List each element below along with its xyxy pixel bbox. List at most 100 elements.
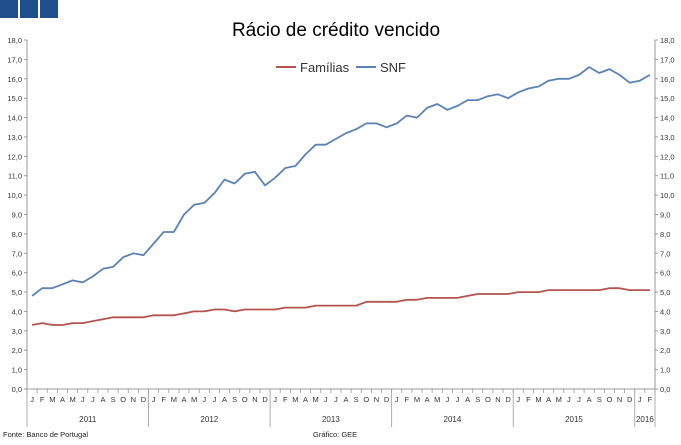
x-month-label: A — [100, 395, 105, 404]
x-month-label: J — [567, 395, 571, 404]
x-month-label: J — [273, 395, 277, 404]
x-month-label: M — [535, 395, 541, 404]
y-tick-label-right: 4,0 — [660, 307, 670, 316]
x-month-label: J — [334, 395, 338, 404]
x-month-label: O — [120, 395, 126, 404]
y-tick-label-left: 4,0 — [12, 307, 22, 316]
x-month-label: O — [485, 395, 491, 404]
x-month-label: J — [202, 395, 206, 404]
x-month-label: N — [617, 395, 622, 404]
y-tick-label-left: 18,0 — [7, 36, 22, 45]
x-month-label: J — [638, 395, 642, 404]
legend-label-snf: SNF — [380, 60, 406, 75]
y-tick-label-right: 12,0 — [660, 152, 675, 161]
x-month-label: F — [526, 395, 531, 404]
y-tick-label-left: 5,0 — [12, 288, 22, 297]
y-tick-label-right: 14,0 — [660, 114, 675, 123]
x-month-label: M — [292, 395, 298, 404]
x-month-label: M — [556, 395, 562, 404]
x-month-label: N — [252, 395, 257, 404]
y-tick-label-left: 9,0 — [12, 211, 22, 220]
x-month-label: J — [152, 395, 156, 404]
y-tick-label-left: 1,0 — [12, 366, 22, 375]
y-tick-label-right: 5,0 — [660, 288, 670, 297]
y-tick-label-left: 2,0 — [12, 346, 22, 355]
logo-square-2 — [20, 0, 38, 18]
x-month-label: F — [283, 395, 288, 404]
y-tick-label-right: 10,0 — [660, 191, 675, 200]
x-year-label: 2016 — [636, 415, 654, 424]
x-month-label: N — [374, 395, 379, 404]
x-month-label: S — [475, 395, 480, 404]
y-tick-label-right: 6,0 — [660, 269, 670, 278]
x-month-label: M — [414, 395, 420, 404]
y-tick-label-left: 7,0 — [12, 249, 22, 258]
x-month-label: F — [648, 395, 653, 404]
x-month-label: A — [546, 395, 551, 404]
y-tick-label-right: 11,0 — [660, 172, 674, 181]
x-month-label: J — [395, 395, 399, 404]
x-month-label: D — [384, 395, 390, 404]
x-month-label: S — [232, 395, 237, 404]
y-tick-label-left: 10,0 — [7, 191, 22, 200]
y-tick-label-right: 16,0 — [660, 75, 675, 84]
series-line-familias — [31, 287, 650, 326]
y-tick-label-right: 0,0 — [660, 385, 670, 394]
x-year-label: 2015 — [565, 415, 583, 424]
x-month-label: M — [313, 395, 319, 404]
x-month-label: O — [242, 395, 248, 404]
x-month-label: A — [60, 395, 65, 404]
x-month-label: A — [587, 395, 592, 404]
credit-ratio-chart: Rácio de crédito vencido Famílias SNF 0,… — [7, 20, 675, 427]
x-year-label: 2012 — [200, 415, 218, 424]
x-month-label: M — [69, 395, 75, 404]
y-tick-label-left: 8,0 — [12, 230, 22, 239]
series-layer — [31, 66, 651, 326]
x-month-label: M — [434, 395, 440, 404]
x-month-label: A — [303, 395, 308, 404]
y-tick-label-left: 3,0 — [12, 327, 22, 336]
series-line-snf — [31, 66, 651, 297]
x-month-label: M — [171, 395, 177, 404]
x-month-label: J — [516, 395, 520, 404]
x-month-label: M — [49, 395, 55, 404]
legend: Famílias SNF — [276, 60, 406, 75]
x-year-label: 2011 — [79, 415, 97, 424]
x-month-label: D — [505, 395, 511, 404]
x-month-label: A — [425, 395, 430, 404]
y-tick-label-left: 12,0 — [7, 152, 22, 161]
x-month-label: F — [40, 395, 45, 404]
y-tick-label-left: 11,0 — [8, 172, 22, 181]
x-month-label: S — [111, 395, 116, 404]
x-month-label: J — [91, 395, 95, 404]
x-month-label: J — [30, 395, 34, 404]
logo-square-1 — [0, 0, 18, 18]
y-tick-label-right: 17,0 — [660, 55, 675, 64]
y-tick-label-right: 13,0 — [660, 133, 675, 142]
x-month-label: J — [456, 395, 460, 404]
x-month-label: O — [363, 395, 369, 404]
axes: 0,0 0,0 1,0 1,0 2,0 2,0 3,0 3,0 4,0 4,0 5,0 5,0 6,0 6… — [7, 36, 675, 427]
y-tick-label-left: 16,0 — [7, 75, 22, 84]
y-tick-label-right: 2,0 — [660, 346, 670, 355]
y-tick-label-right: 9,0 — [660, 211, 670, 220]
x-month-label: A — [222, 395, 227, 404]
x-month-label: S — [354, 395, 359, 404]
x-month-label: J — [445, 395, 449, 404]
x-month-label: D — [262, 395, 268, 404]
x-month-label: A — [465, 395, 470, 404]
x-month-label: J — [81, 395, 85, 404]
y-tick-label-left: 6,0 — [12, 269, 22, 278]
y-tick-label-left: 14,0 — [7, 114, 22, 123]
y-tick-label-right: 8,0 — [660, 230, 670, 239]
y-tick-label-left: 15,0 — [7, 94, 22, 103]
y-tick-label-right: 18,0 — [660, 36, 675, 45]
x-month-label: J — [213, 395, 217, 404]
x-month-label: F — [405, 395, 410, 404]
x-year-label: 2013 — [322, 415, 340, 424]
y-tick-label-left: 17,0 — [7, 55, 22, 64]
y-tick-label-right: 1,0 — [660, 366, 670, 375]
footer-credit: Gráfico: GEE — [313, 430, 358, 439]
logo-square-3 — [40, 0, 58, 18]
x-month-label: F — [161, 395, 166, 404]
